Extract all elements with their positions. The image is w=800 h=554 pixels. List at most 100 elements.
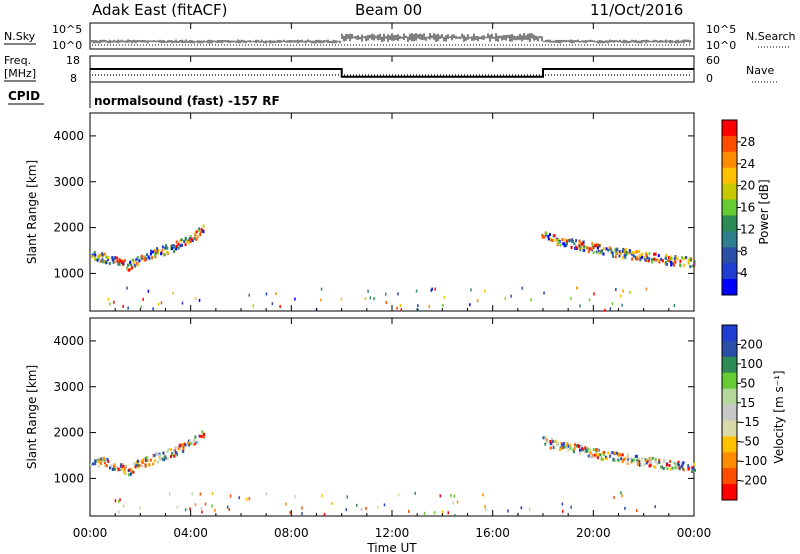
power-echo [657, 259, 660, 262]
power-echo [104, 252, 106, 256]
time-tick-label: 00:00 [73, 526, 108, 540]
velocity-echo [589, 451, 592, 455]
power-scatter-echo [142, 297, 144, 301]
velocity-colorbar-swatch [722, 388, 737, 405]
velocity-echo [181, 444, 184, 448]
power-y-axis: 1000 2000 3000 4000 [53, 129, 694, 280]
power-echo [171, 244, 174, 247]
power-echo [641, 255, 644, 259]
power-echo [621, 256, 624, 260]
noise-panel: N.Sky 10^5 10^0 10^5 10^0 N.Search [4, 22, 796, 52]
velocity-echo [687, 467, 690, 471]
power-echo [581, 242, 583, 246]
power-echo [631, 257, 634, 261]
power-echo [202, 224, 205, 228]
power-echo [173, 249, 176, 253]
power-echo [552, 238, 555, 242]
velocity-echo [627, 453, 629, 457]
velocity-echo [589, 455, 592, 459]
power-colorbar-swatch [722, 247, 737, 264]
velocity-echo [102, 456, 105, 460]
power-scatter-echo [127, 306, 129, 310]
power-echo [133, 263, 136, 267]
power-scatter-echo [340, 297, 343, 301]
power-echo [138, 259, 141, 263]
power-echo [570, 238, 573, 242]
velocity-colorbar-frame [721, 324, 738, 501]
power-echo [107, 255, 110, 259]
velocity-echo [670, 467, 672, 471]
velocity-colorbar-tick-label: -15 [740, 415, 760, 429]
power-scatter-echo [430, 288, 432, 292]
velocity-echo [173, 454, 176, 458]
velocity-echo [637, 462, 639, 466]
velocity-echo [551, 440, 554, 444]
velocity-colorbar: 200 100 50 15 -15 -50 -100 -200 [721, 324, 767, 501]
power-echo [598, 244, 601, 248]
velocity-echo [554, 446, 557, 450]
velocity-ytick-label-1000: 1000 [53, 471, 84, 485]
velocity-colorbar-tick-label: -100 [740, 454, 767, 468]
power-echo [570, 246, 573, 249]
velocity-echo [123, 468, 126, 472]
power-echo [117, 262, 120, 266]
velocity-echo [104, 463, 106, 467]
velocity-echo [148, 463, 151, 467]
time-tick-label: 00:00 [677, 526, 712, 540]
velocity-echo [123, 471, 125, 475]
power-echo [592, 246, 595, 250]
power-scatter-echo [109, 302, 111, 306]
power-scatter-echo [147, 289, 150, 293]
power-echo [96, 258, 99, 262]
velocity-echo [556, 441, 559, 445]
velocity-panel-frame [89, 317, 695, 517]
velocity-echo [671, 466, 674, 470]
power-echo [549, 233, 551, 237]
velocity-echo [134, 465, 137, 469]
velocity-scatter-echo [570, 505, 572, 509]
power-echo [619, 252, 622, 256]
power-echo [149, 252, 152, 256]
velocity-echo [191, 442, 194, 446]
power-echo [157, 251, 159, 255]
velocity-scatter-echo [561, 502, 564, 506]
velocity-scatter-echo [346, 495, 348, 499]
velocity-echo [101, 459, 104, 463]
velocity-scatter-echo [229, 494, 232, 498]
velocity-echo [105, 464, 108, 468]
velocity-echo [567, 449, 570, 452]
velocity-echo [164, 455, 167, 459]
power-echo [152, 250, 155, 254]
power-echo [631, 250, 634, 254]
velocity-scatter-echo [383, 503, 386, 507]
velocity-echo [174, 449, 176, 453]
velocity-echo [579, 448, 581, 452]
power-echo [171, 247, 174, 250]
velocity-echo [648, 460, 651, 464]
velocity-scatter-echo [484, 505, 486, 509]
power-scatter-echo [279, 304, 281, 308]
beam-title: Beam 00 [355, 1, 422, 19]
velocity-echo [100, 457, 103, 461]
velocity-scatter-echo [441, 510, 444, 514]
power-echo [595, 250, 598, 254]
power-echo [670, 259, 673, 263]
velocity-echo [636, 459, 639, 463]
velocity-echo [634, 454, 637, 458]
velocity-echo [545, 438, 548, 442]
velocity-echo [678, 467, 681, 471]
power-echo [175, 247, 178, 251]
velocity-echo [613, 451, 616, 455]
power-echo [160, 252, 163, 256]
velocity-colorbar-tick-label: -50 [740, 435, 760, 449]
power-echo [166, 246, 169, 250]
power-echo [636, 257, 639, 261]
velocity-echo [561, 443, 564, 447]
power-colorbar-tick-label: 4 [740, 266, 748, 280]
velocity-echo [649, 463, 652, 467]
power-echo [142, 257, 145, 261]
velocity-scatter-echo [482, 493, 484, 497]
nsky-trace [91, 33, 691, 44]
power-echo [199, 233, 202, 237]
